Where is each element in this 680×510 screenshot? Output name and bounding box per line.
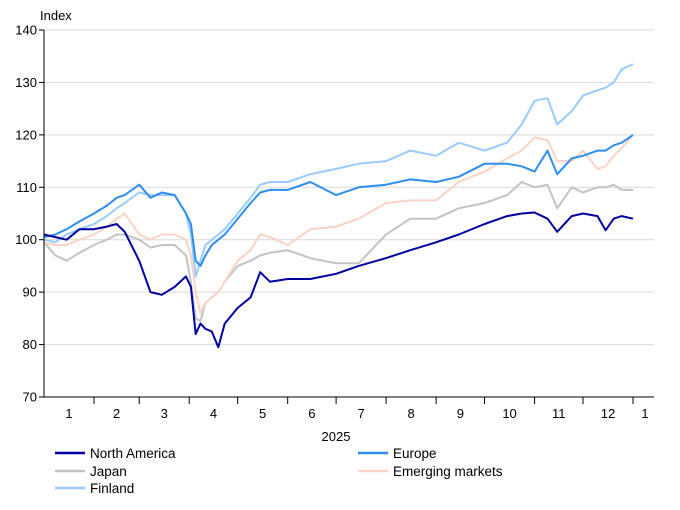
y-tick-label: 70 <box>23 390 37 405</box>
x-tick-label: 11 <box>552 406 566 421</box>
x-tick-label: 1 <box>641 406 648 421</box>
gridlines <box>44 29 654 346</box>
legend-label-emerging-markets: Emerging markets <box>393 464 503 479</box>
legend-label-finland: Finland <box>90 481 134 496</box>
series-line-north-america <box>43 211 634 349</box>
y-tick-label: 130 <box>15 75 37 90</box>
x-tick-label: 5 <box>259 406 266 421</box>
legend-label-japan: Japan <box>90 464 127 479</box>
x-tick-label: 2 <box>113 406 120 421</box>
x-tick-label: 10 <box>502 406 516 421</box>
y-tick-label: 140 <box>15 23 37 38</box>
x-tick-label: 9 <box>457 406 464 421</box>
legend-label-europe: Europe <box>393 446 437 461</box>
legend: North America Europe Japan Emerging markets… <box>55 446 503 496</box>
series-line-japan <box>43 181 633 322</box>
x-tick-label: 8 <box>408 406 415 421</box>
series-lines <box>43 63 634 349</box>
series-line-emerging-markets <box>43 134 634 315</box>
series-line-europe <box>43 134 634 267</box>
y-tick-label: 110 <box>16 180 37 195</box>
x-tick-label: 12 <box>601 406 615 421</box>
x-tick-label: 4 <box>210 406 217 421</box>
legend-label-north-america: North America <box>90 446 176 461</box>
y-tick-label: 100 <box>15 232 37 247</box>
series-line-finland <box>43 63 634 278</box>
x-tick-label: 3 <box>161 406 168 421</box>
y-tick-label: 120 <box>15 127 37 142</box>
x-tick-label: 1 <box>65 406 72 421</box>
y-tick-label: 90 <box>23 285 37 300</box>
y-axis-label: Index <box>40 8 72 23</box>
x-tick-label: 7 <box>357 406 364 421</box>
y-tick-label: 80 <box>23 337 37 352</box>
x-tick-label: 6 <box>308 406 315 421</box>
x-axis-label: 2025 <box>322 429 351 444</box>
